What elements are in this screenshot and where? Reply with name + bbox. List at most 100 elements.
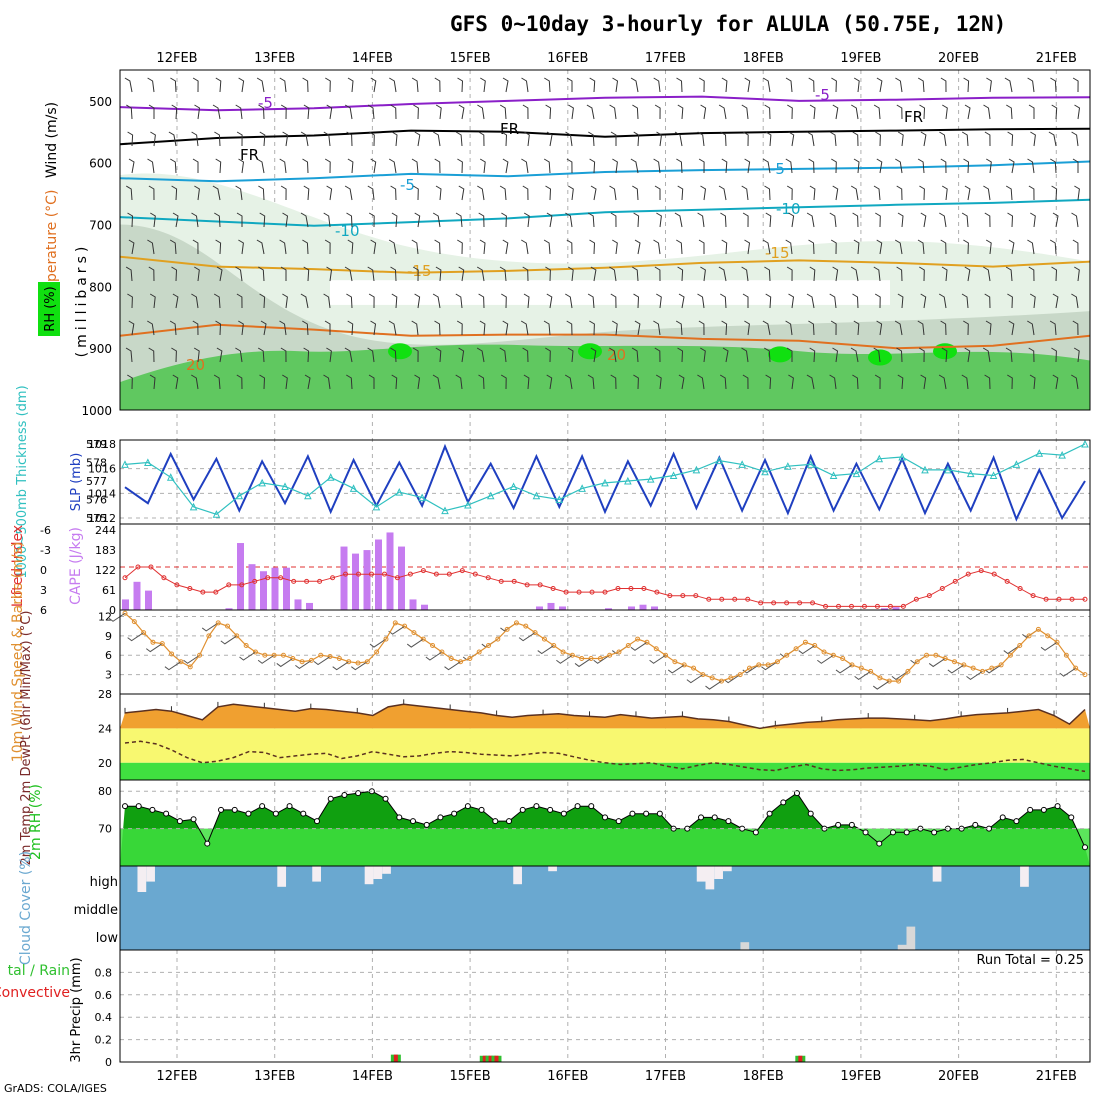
wind-barb [808, 158, 815, 174]
wind-barb [1050, 158, 1057, 174]
wind-barb [896, 185, 903, 201]
wind-barb [1072, 158, 1079, 173]
wind-barb [213, 374, 221, 390]
wind-point [709, 675, 715, 681]
wind-barb [719, 374, 727, 390]
wind-barb [982, 347, 991, 363]
wind-barb [390, 185, 397, 201]
axis-label-rh2m: 2m RH (%) [28, 784, 44, 860]
wind-point [1073, 665, 1079, 671]
wind-barb-10m [966, 670, 983, 680]
rh-high-spot [868, 349, 892, 366]
cloud-high-bar [513, 866, 522, 885]
thickness-point [166, 473, 175, 481]
wind-barb [983, 266, 991, 282]
wind-point [560, 649, 566, 655]
wind-barb [235, 347, 243, 363]
wind-barb [765, 131, 772, 147]
rh2m-point [999, 814, 1006, 821]
li-point [1030, 593, 1036, 599]
wind-barb [282, 131, 289, 147]
wind-barb [897, 131, 904, 147]
wind-barb [895, 158, 903, 174]
wind-point [672, 659, 678, 665]
temp-line [124, 703, 1086, 730]
thickness-tick: 576 [86, 494, 107, 507]
wind-barb [963, 77, 970, 93]
wind-barb [215, 158, 222, 174]
rh2m-point [506, 818, 512, 825]
wind-barb-10m [332, 661, 349, 671]
wind-barb [656, 293, 662, 309]
rh2m-point [492, 818, 499, 825]
axis-label-cape: CAPE (J/kg) [68, 527, 84, 605]
axis-label-total-rain: tal / Rain [8, 963, 70, 979]
wind-barb [1072, 239, 1079, 255]
wind-barb [785, 77, 793, 93]
rh2m-point [478, 806, 485, 813]
rh2m-point [218, 806, 224, 813]
cape-li-panel: -6 -3 0 3 6 244 183 122 61 0 [40, 524, 1090, 617]
wind-barb [149, 374, 156, 390]
cape-bar [421, 604, 428, 610]
wind-barb [700, 185, 707, 201]
thickness-tick: 575 [86, 512, 107, 525]
wind-barb [964, 104, 971, 120]
wind-barb [1030, 212, 1036, 228]
wind-barb [744, 320, 750, 336]
day-label-bottom: 14FEB [352, 1069, 393, 1084]
rh2m-point [780, 799, 787, 806]
rh2m-point [245, 810, 252, 817]
wind-tick: 3 [105, 669, 112, 682]
wind-barb [850, 347, 859, 363]
wind-barb [546, 293, 553, 309]
rh2m-point [355, 790, 362, 797]
wind-barb [432, 212, 441, 228]
cape-bar [881, 608, 888, 610]
wind-point [905, 668, 911, 674]
wind-barb [984, 212, 991, 228]
wind-barb [566, 77, 573, 92]
axis-label-convective: Convective [0, 985, 70, 1001]
axis-label-li: Lifted Index [10, 525, 26, 607]
wind-barb [432, 293, 441, 309]
wind-barb [1027, 77, 1035, 93]
wind-point [989, 665, 995, 671]
rh2m-point [190, 816, 197, 823]
temp-tick: 20 [98, 757, 112, 770]
wind-barb [894, 320, 903, 336]
wind-barb [303, 185, 310, 201]
wind10m-panel: 3 6 9 12 [98, 610, 1090, 690]
wind-barb [346, 293, 353, 309]
wind-barb [411, 239, 419, 255]
convective-bar [482, 1055, 487, 1062]
wind-barb [258, 185, 265, 201]
wind-barb [568, 104, 574, 120]
wind-barb [391, 374, 398, 390]
wind-barb [742, 212, 749, 228]
wind-barb [566, 158, 573, 174]
cape-bar [363, 550, 371, 610]
li-point [459, 568, 465, 574]
panel-frame [119, 609, 1091, 695]
wind-point [821, 649, 827, 655]
wind-barb [149, 293, 156, 309]
wind-barb [194, 266, 200, 282]
wind-barb [457, 158, 463, 174]
li-point [472, 571, 478, 577]
wind-barb [172, 212, 179, 228]
wind-point [774, 659, 780, 665]
wind-barb [830, 320, 837, 336]
upper-air-panel: -5 -5 FR FR FR -5 -5 -10 -10 -15 -15 20 20 500 600 700 8… [81, 77, 1091, 418]
wind-barb [917, 239, 925, 255]
wind-point [877, 675, 883, 681]
pressure-tick: 700 [89, 219, 112, 233]
wind-barb [1007, 131, 1014, 147]
wind-barb [543, 320, 551, 336]
rh2m-point [231, 806, 238, 813]
wind-barb [938, 293, 947, 309]
wind-barb [282, 374, 288, 390]
wind-point [998, 662, 1004, 668]
wind-barb [809, 104, 816, 120]
li-line [124, 566, 1085, 607]
